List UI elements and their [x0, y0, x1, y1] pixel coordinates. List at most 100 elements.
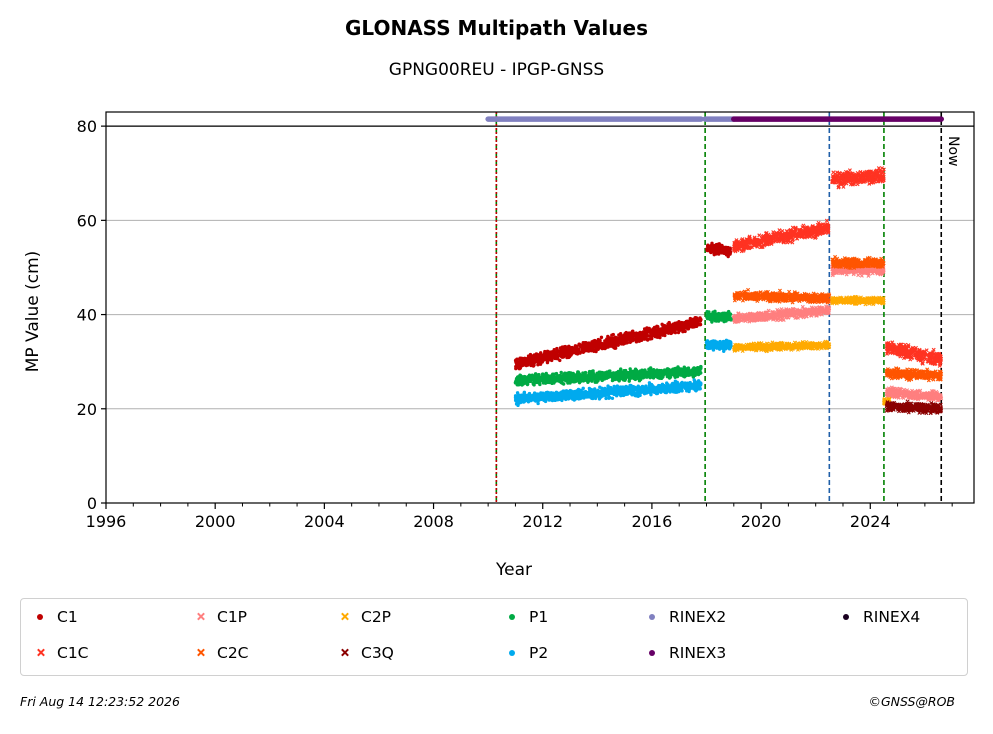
data-point	[661, 327, 665, 331]
data-point	[575, 344, 579, 348]
data-point	[599, 335, 604, 340]
data-point	[663, 331, 667, 335]
data-point	[558, 346, 563, 350]
data-point	[689, 322, 693, 327]
data-point	[670, 330, 675, 334]
data-point	[658, 335, 662, 340]
data-point	[542, 357, 546, 361]
data-point	[623, 335, 627, 339]
data-point	[543, 349, 547, 354]
data-point	[577, 342, 582, 346]
data-point	[698, 322, 703, 327]
series-c1	[513, 241, 733, 371]
data-point	[713, 249, 717, 253]
data-point	[594, 339, 599, 344]
data-point	[646, 337, 650, 342]
data-point	[717, 252, 721, 256]
data-point	[706, 247, 710, 251]
data-point	[677, 320, 681, 324]
data-point	[634, 331, 638, 335]
data-point	[666, 324, 670, 329]
data-point	[519, 364, 524, 368]
data-point	[673, 330, 678, 335]
data-point	[587, 346, 591, 350]
data-point	[525, 358, 530, 362]
data-point	[514, 366, 518, 371]
data-point	[926, 378, 931, 383]
data-point	[723, 245, 727, 250]
data-point	[625, 332, 629, 336]
data-point	[611, 336, 615, 340]
data-point	[590, 346, 595, 351]
data-point	[780, 228, 785, 233]
data-point	[644, 331, 648, 336]
data-point	[583, 342, 587, 346]
data-point	[841, 184, 846, 189]
data-point	[712, 245, 717, 249]
data-point	[536, 363, 540, 367]
data-point	[699, 317, 703, 322]
data-point	[595, 343, 599, 348]
data-point	[622, 341, 627, 346]
data-point	[523, 356, 527, 360]
data-point	[660, 322, 664, 327]
data-point	[561, 345, 565, 350]
data-point	[637, 333, 641, 338]
data-point	[599, 342, 604, 347]
data-point	[598, 338, 602, 343]
data-point	[686, 327, 690, 331]
data-point	[537, 356, 542, 361]
data-point	[859, 273, 864, 278]
data-point	[725, 249, 729, 254]
data-point	[717, 242, 721, 246]
data-point	[694, 321, 699, 325]
data-point	[623, 338, 627, 342]
data-point	[556, 353, 561, 358]
data-point	[619, 334, 623, 339]
data-point	[655, 330, 659, 334]
data-point	[746, 287, 751, 292]
data-point	[656, 325, 660, 329]
data-point	[777, 228, 782, 233]
data-point	[610, 333, 614, 337]
data-point	[722, 251, 726, 255]
data-point	[659, 330, 663, 335]
data-point	[532, 355, 536, 359]
data-point	[555, 346, 559, 351]
data-point	[577, 347, 581, 351]
chart-title: GLONASS Multipath Values	[345, 16, 648, 40]
data-point	[596, 347, 600, 352]
data-point	[626, 335, 630, 339]
data-point	[648, 329, 653, 333]
data-point	[518, 356, 522, 360]
data-point	[612, 345, 616, 350]
data-point	[728, 246, 732, 250]
data-point	[650, 334, 654, 339]
data-point	[613, 341, 617, 346]
data-point	[513, 358, 518, 363]
data-point	[562, 350, 566, 354]
data-point	[757, 233, 762, 238]
data-point	[677, 326, 682, 330]
series-c1p	[731, 262, 944, 403]
data-point	[590, 340, 594, 344]
data-point	[787, 289, 792, 294]
data-point	[572, 348, 576, 352]
data-point	[525, 362, 529, 367]
data-point	[931, 377, 936, 382]
data-point	[582, 346, 587, 351]
data-point	[567, 354, 571, 358]
data-point	[631, 329, 635, 333]
data-point	[518, 360, 522, 364]
data-point	[684, 323, 688, 328]
data-point	[607, 342, 612, 347]
data-point	[582, 349, 586, 353]
data-point	[607, 336, 611, 340]
chart-subtitle: GPNG00REU - IPGP-GNSS	[388, 60, 605, 80]
data-point	[847, 168, 852, 173]
data-point	[642, 337, 646, 341]
data-point	[556, 357, 560, 361]
data-point	[569, 345, 573, 350]
data-point	[545, 360, 550, 365]
